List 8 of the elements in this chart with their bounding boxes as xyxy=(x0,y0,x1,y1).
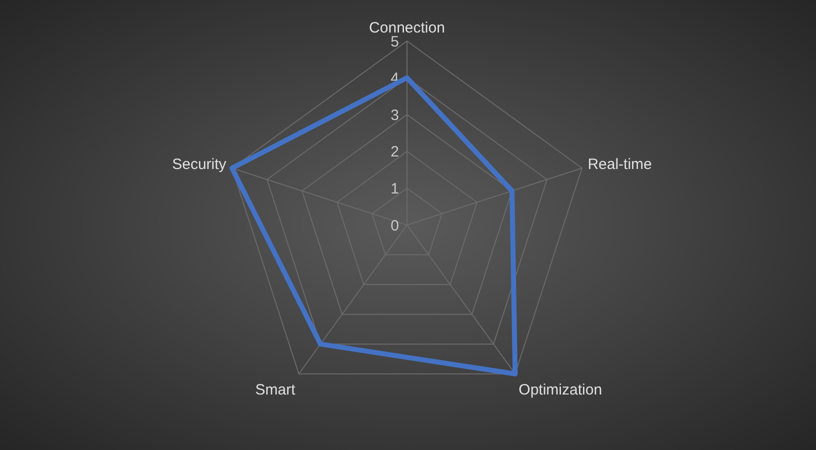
y-tick-label: 0 xyxy=(390,217,399,234)
spoke-label: Real-time xyxy=(588,156,652,174)
spoke-label: Smart xyxy=(255,381,296,398)
spoke-label: Security xyxy=(172,156,227,174)
y-tick-label: 1 xyxy=(390,180,399,198)
y-tick-label: 2 xyxy=(390,144,399,161)
y-tick-label: 3 xyxy=(390,106,399,124)
spoke-label: Optimization xyxy=(518,381,602,398)
